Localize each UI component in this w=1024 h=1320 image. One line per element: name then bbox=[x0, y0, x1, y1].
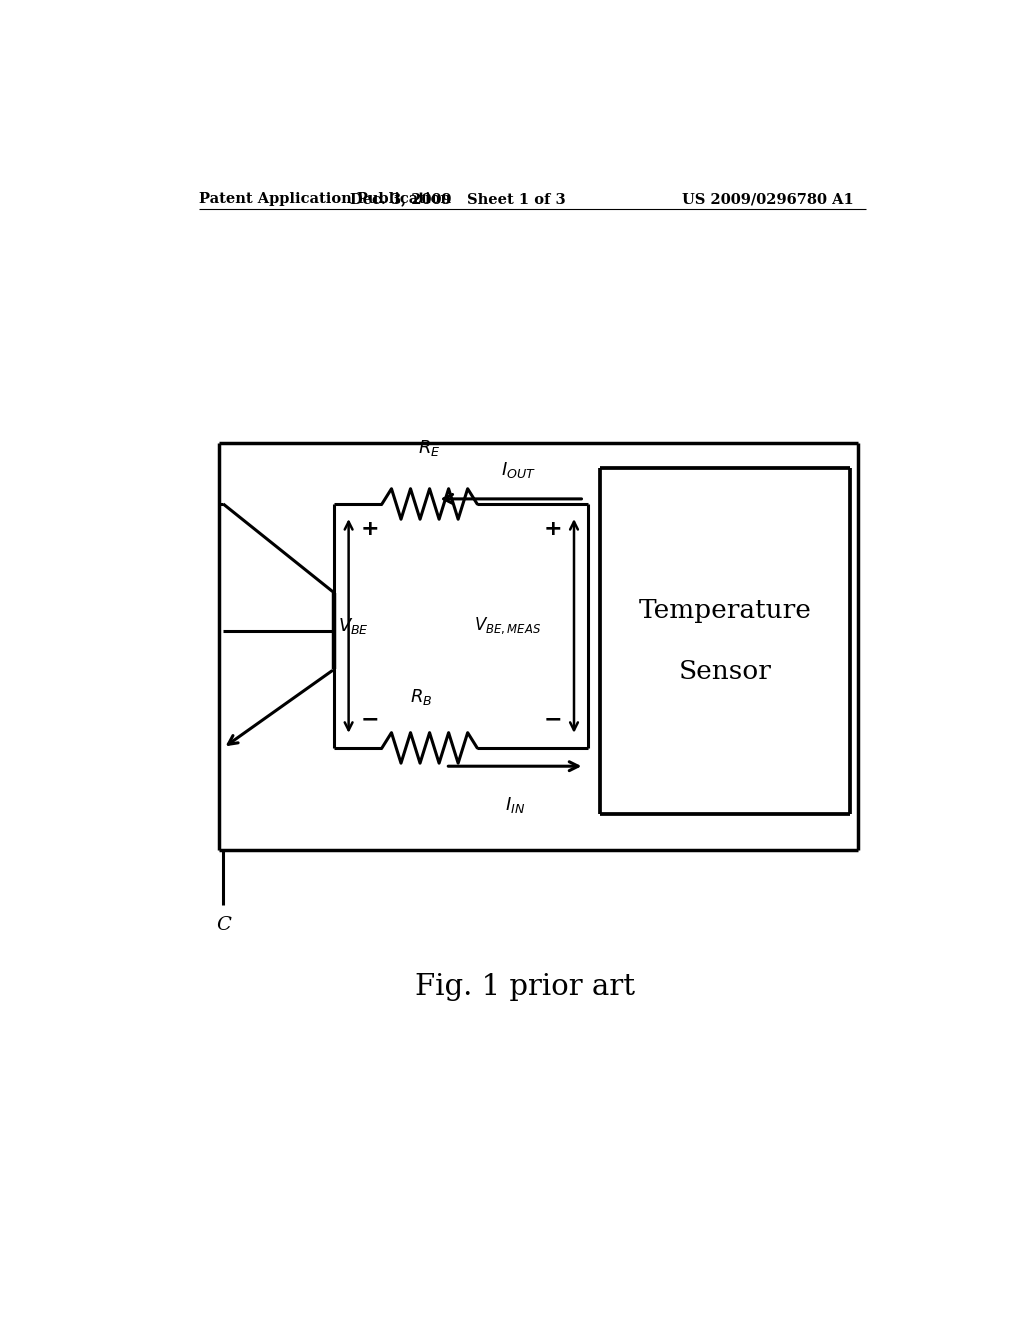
Text: Temperature: Temperature bbox=[639, 598, 812, 623]
Text: Dec. 3, 2009   Sheet 1 of 3: Dec. 3, 2009 Sheet 1 of 3 bbox=[349, 191, 565, 206]
Text: +: + bbox=[360, 519, 379, 540]
Text: US 2009/0296780 A1: US 2009/0296780 A1 bbox=[682, 191, 854, 206]
Text: Patent Application Publication: Patent Application Publication bbox=[200, 191, 452, 206]
Text: $R_E$: $R_E$ bbox=[419, 438, 440, 458]
Text: −: − bbox=[360, 709, 379, 730]
Text: C: C bbox=[216, 916, 230, 933]
Text: Sensor: Sensor bbox=[679, 659, 772, 684]
Text: $R_B$: $R_B$ bbox=[411, 688, 433, 708]
Text: Fig. 1 prior art: Fig. 1 prior art bbox=[415, 973, 635, 1001]
Text: $V_{BE}$: $V_{BE}$ bbox=[338, 616, 370, 636]
Text: +: + bbox=[544, 519, 562, 540]
Text: $I_{OUT}$: $I_{OUT}$ bbox=[502, 461, 537, 480]
Text: $V_{BE,MEAS}$: $V_{BE,MEAS}$ bbox=[474, 615, 541, 636]
Text: −: − bbox=[544, 709, 562, 730]
Text: $I_{IN}$: $I_{IN}$ bbox=[505, 795, 525, 814]
